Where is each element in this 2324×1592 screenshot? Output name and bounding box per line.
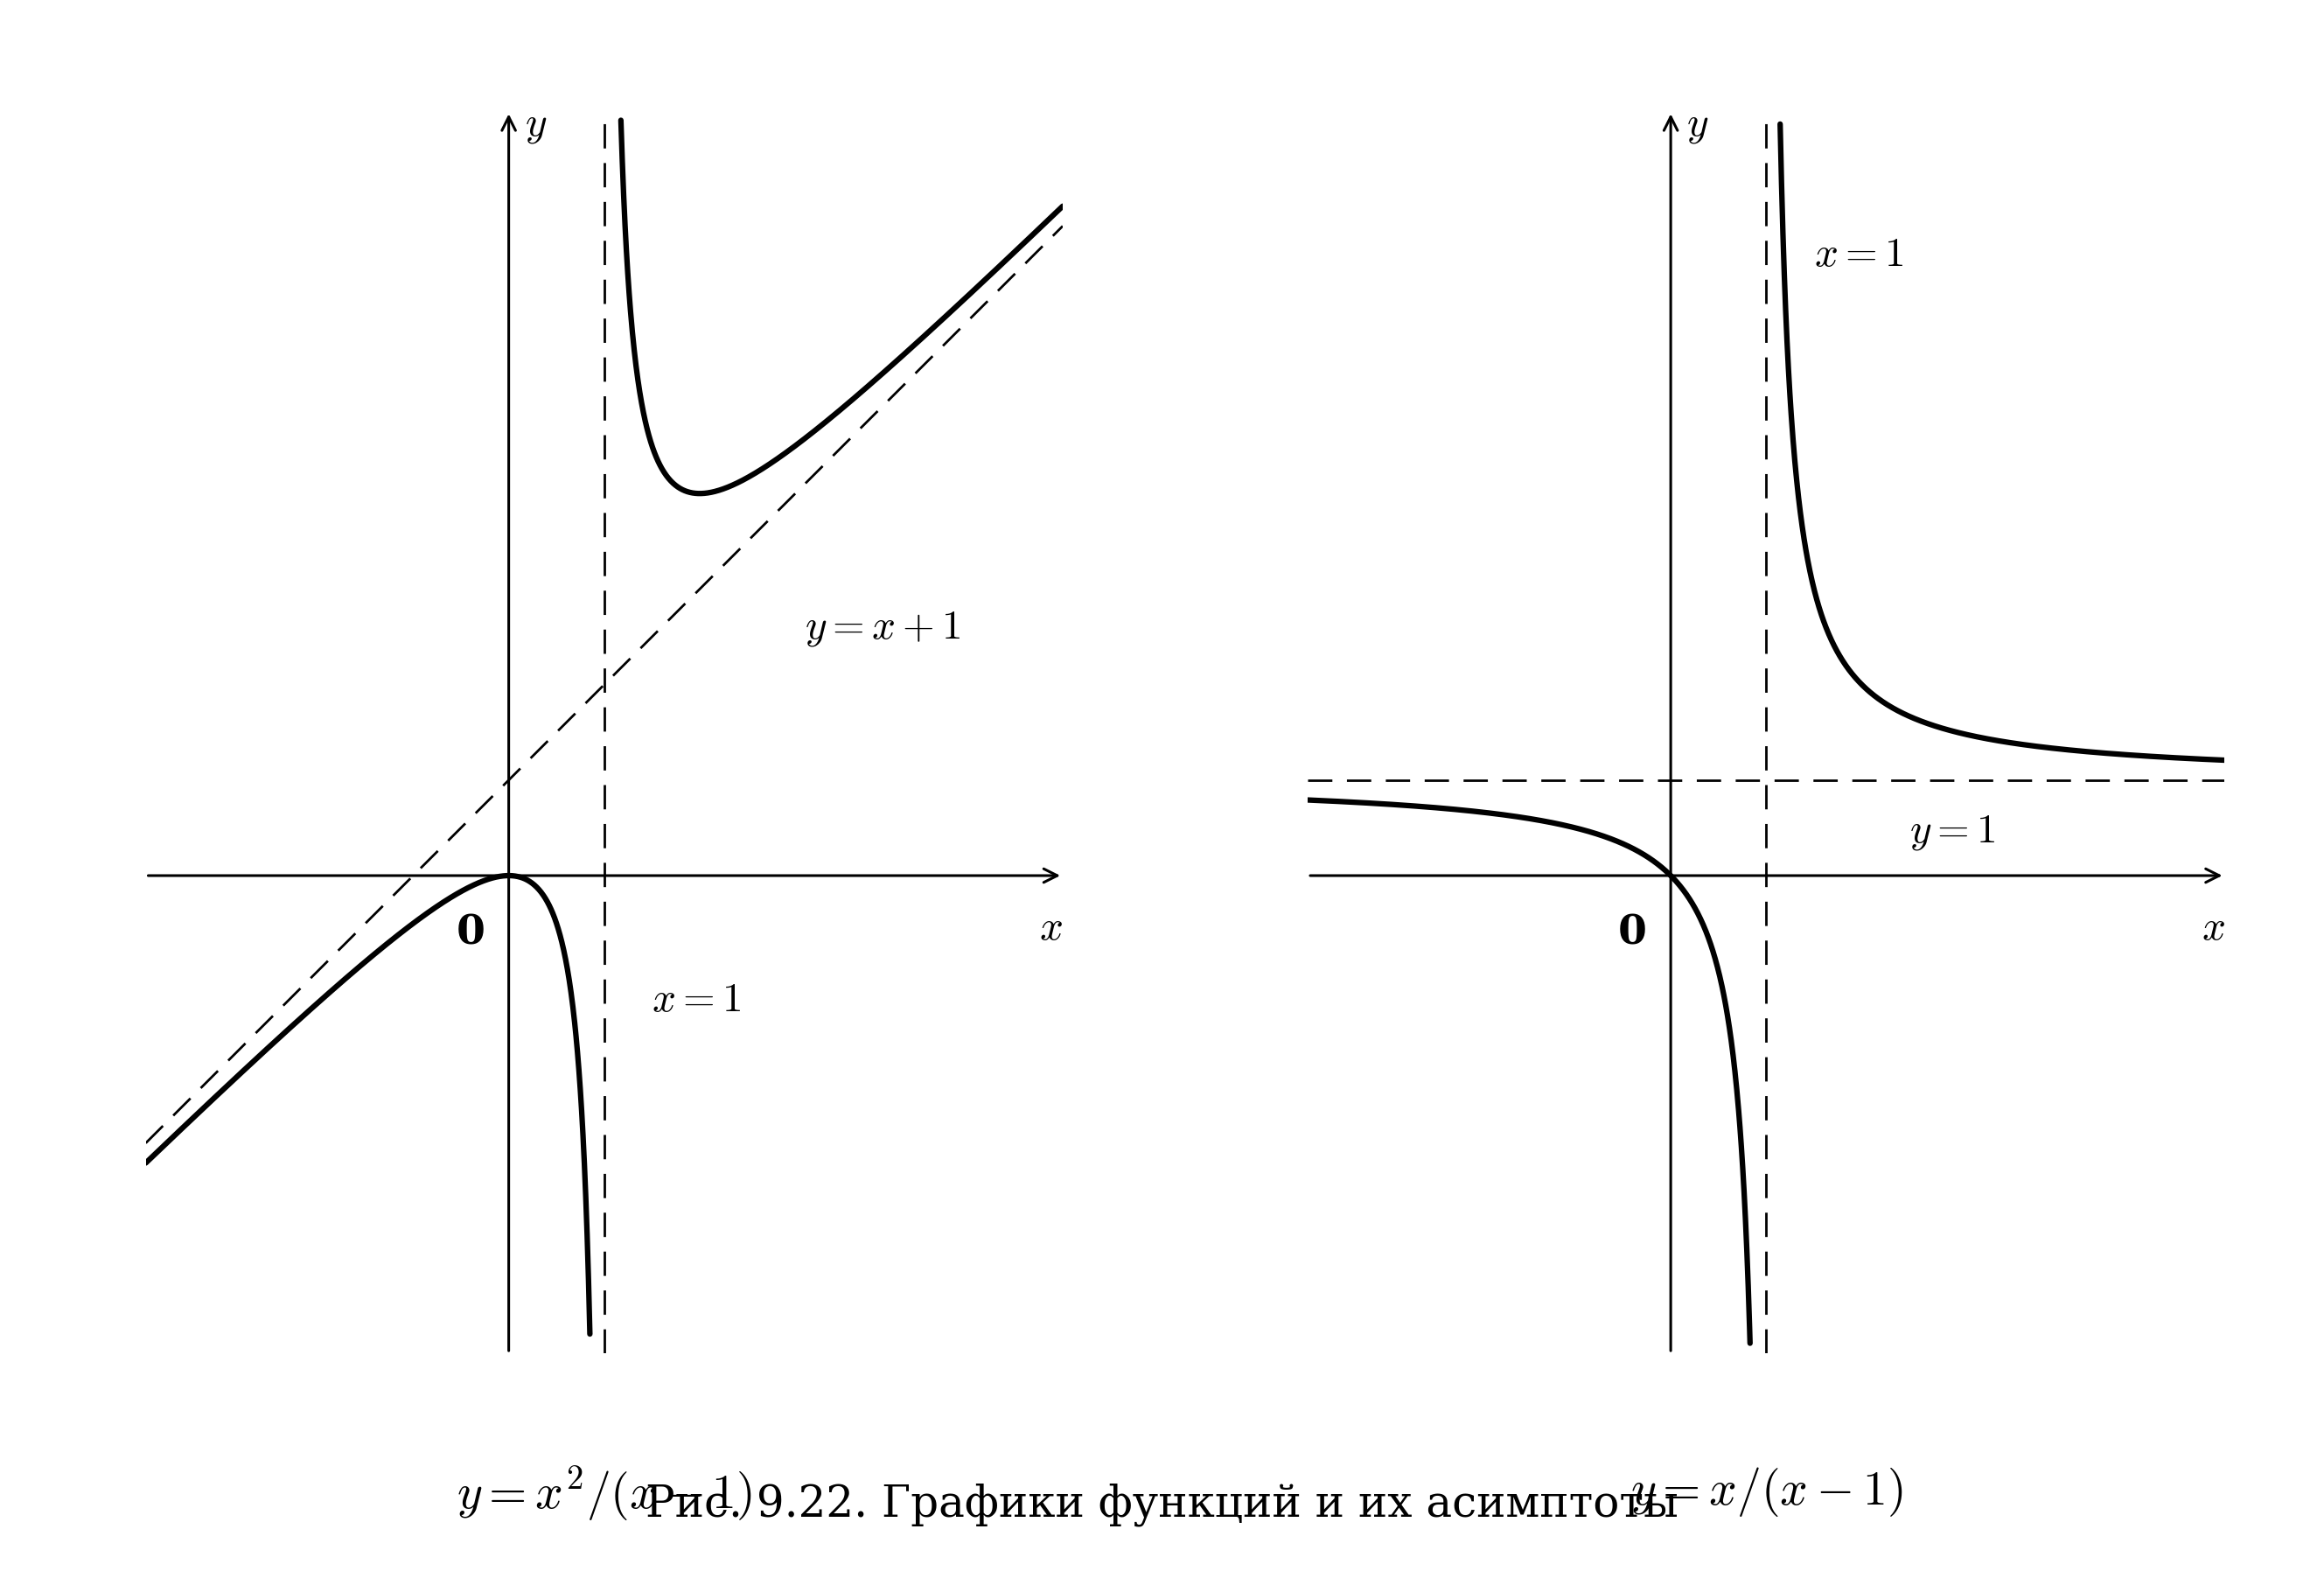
Text: $x = 1$: $x = 1$ [1815,236,1903,274]
Text: Рис. 9.22. Графики функций и их асимптоты: Рис. 9.22. Графики функций и их асимптот… [646,1482,1678,1527]
Text: $y = x + 1$: $y = x + 1$ [804,608,960,648]
Text: 0: 0 [456,912,486,954]
Text: $y = x/(x - 1)$: $y = x/(x - 1)$ [1629,1465,1903,1519]
Text: $y = 1$: $y = 1$ [1910,814,1996,852]
Text: $y$: $y$ [525,107,546,145]
Text: $y = x^2/(x - 1)$: $y = x^2/(x - 1)$ [456,1465,753,1524]
Text: 0: 0 [1618,912,1648,954]
Text: $x$: $x$ [1039,909,1062,947]
Text: $x$: $x$ [2201,909,2224,947]
Text: $x = 1$: $x = 1$ [653,981,741,1019]
Text: $y$: $y$ [1687,107,1708,145]
